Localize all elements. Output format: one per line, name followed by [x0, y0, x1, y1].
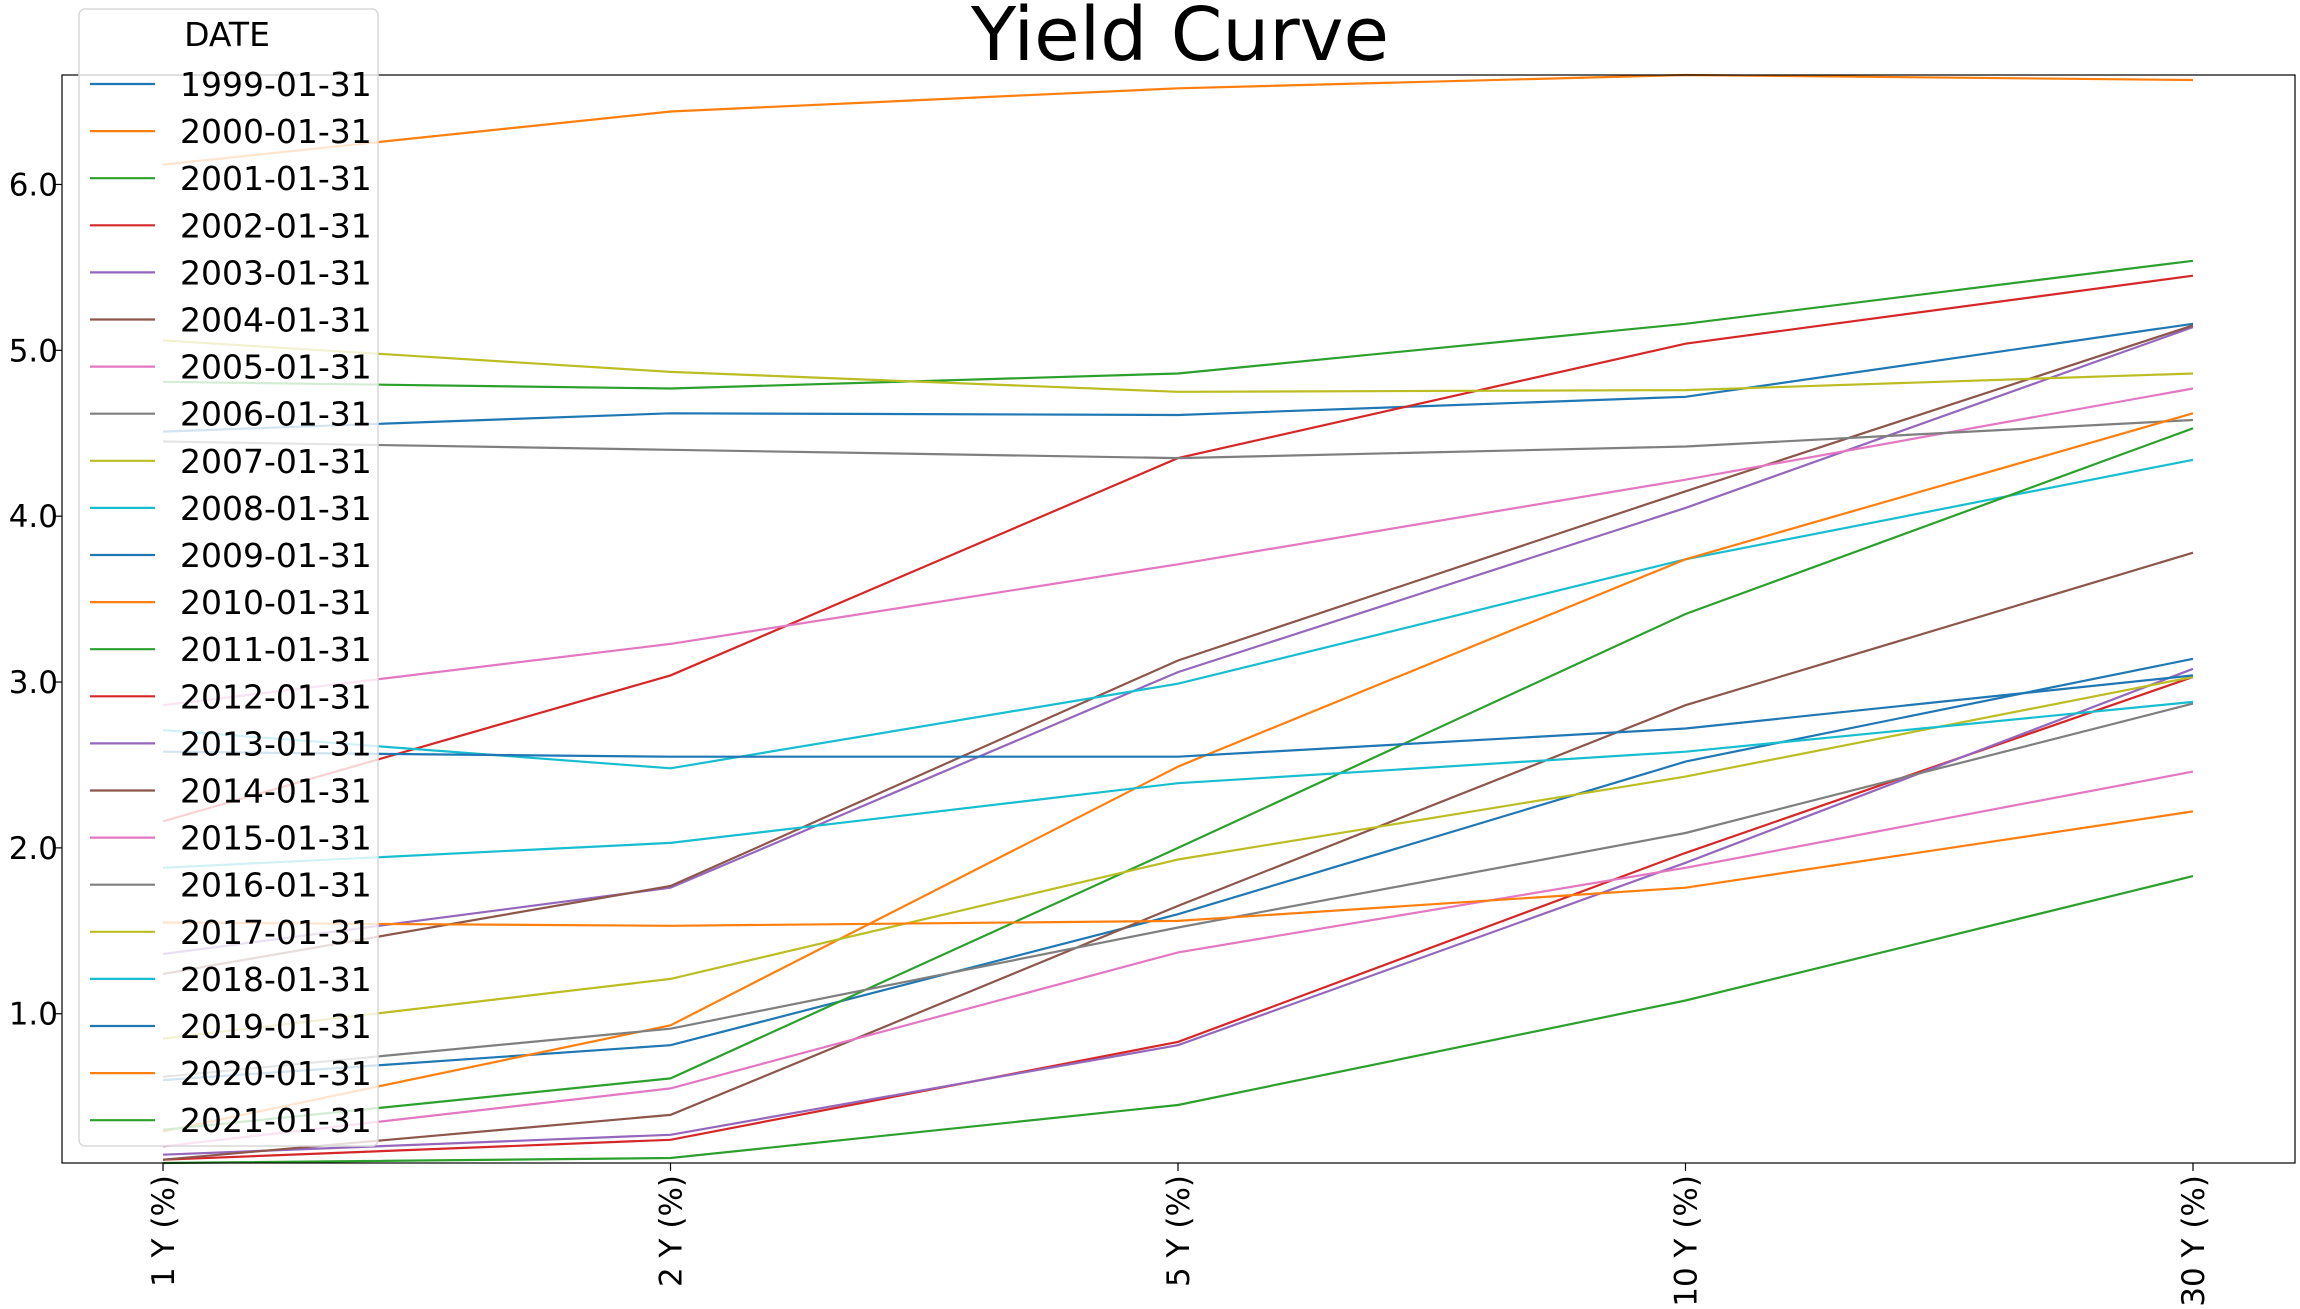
series-line-2021-01-31	[162, 875, 2194, 1165]
chart-title: Yield Curve	[970, 0, 1389, 78]
y-tick-label: 5.0	[9, 333, 58, 369]
legend-entry-2003-01-31: 2003-01-31	[180, 253, 372, 292]
legend-entry-2011-01-31: 2011-01-31	[180, 630, 372, 669]
series-line-2013-01-31	[162, 667, 2194, 1156]
series-line-2008-01-31	[162, 458, 2194, 770]
legend-entry-2019-01-31: 2019-01-31	[180, 1007, 372, 1046]
legend-entry-2005-01-31: 2005-01-31	[180, 348, 372, 387]
legend-entry-2014-01-31: 2014-01-31	[180, 772, 372, 811]
legend-entry-2016-01-31: 2016-01-31	[180, 866, 372, 905]
series-lines	[162, 73, 2194, 1165]
y-tick-label: 2.0	[9, 831, 58, 867]
series-line-2011-01-31	[162, 427, 2194, 1131]
series-line-2006-01-31	[162, 418, 2194, 460]
series-line-2001-01-31	[162, 259, 2194, 390]
x-axis-ticks: 1 Y (%) 2 Y (%) 5 Y (%) 10 Y (%) 30 Y (%)	[146, 1163, 2212, 1307]
legend-entry-2010-01-31: 2010-01-31	[180, 583, 372, 622]
legend-entry-2001-01-31: 2001-01-31	[180, 159, 372, 198]
series-line-2019-01-31	[162, 674, 2194, 758]
series-line-2007-01-31	[162, 339, 2194, 393]
series-line-1999-01-31	[162, 322, 2194, 433]
y-tick-label: 6.0	[9, 167, 58, 203]
x-tick-label: 2 Y (%)	[654, 1175, 690, 1287]
series-line-2002-01-31	[162, 274, 2194, 823]
x-tick-label: 5 Y (%)	[1161, 1175, 1197, 1287]
series-line-2018-01-31	[162, 700, 2194, 869]
legend-entry-2007-01-31: 2007-01-31	[180, 442, 372, 481]
y-tick-label: 1.0	[9, 997, 58, 1033]
legend-title: DATE	[184, 15, 270, 54]
y-tick-label: 3.0	[9, 665, 58, 701]
legend-entry-2015-01-31: 2015-01-31	[180, 819, 372, 858]
series-line-2003-01-31	[162, 326, 2194, 956]
legend-entry-2013-01-31: 2013-01-31	[180, 724, 372, 763]
legend-entry-2018-01-31: 2018-01-31	[180, 960, 372, 999]
series-line-2017-01-31	[162, 675, 2194, 1040]
legend-entry-2008-01-31: 2008-01-31	[180, 489, 372, 528]
series-line-2005-01-31	[162, 387, 2194, 707]
legend-entry-2009-01-31: 2009-01-31	[180, 536, 372, 575]
y-axis-ticks: 1.0 2.0 3.0 4.0 5.0 6.0	[9, 167, 62, 1033]
plot-area-frame	[61, 74, 2296, 1164]
legend-entry-2020-01-31: 2020-01-31	[180, 1054, 372, 1093]
legend-entry-2006-01-31: 2006-01-31	[180, 395, 372, 434]
x-tick-label: 10 Y (%)	[1669, 1175, 1705, 1307]
x-tick-label: 1 Y (%)	[146, 1175, 182, 1287]
legend-entry-2017-01-31: 2017-01-31	[180, 913, 372, 952]
y-tick-label: 4.0	[9, 499, 58, 535]
legend-entry-1999-01-31: 1999-01-31	[180, 65, 372, 104]
legend-entry-2000-01-31: 2000-01-31	[180, 112, 372, 151]
legend-entry-2002-01-31: 2002-01-31	[180, 206, 372, 245]
series-line-2010-01-31	[162, 412, 2194, 1133]
series-line-2015-01-31	[162, 770, 2194, 1148]
series-line-2020-01-31	[162, 810, 2194, 927]
legend-entry-2012-01-31: 2012-01-31	[180, 677, 372, 716]
legend-box	[78, 8, 379, 1147]
legend-entry-2021-01-31: 2021-01-31	[180, 1101, 372, 1140]
series-line-2016-01-31	[162, 702, 2194, 1078]
series-line-2000-01-31	[162, 73, 2194, 166]
legend-entry-2004-01-31: 2004-01-31	[180, 301, 372, 340]
legend: DATE 1999-01-31 2000-01-31 2001-01-31 2002-0…	[78, 8, 379, 1147]
series-line-2012-01-31	[162, 675, 2194, 1161]
series-line-2014-01-31	[162, 551, 2194, 1161]
x-tick-label: 30 Y (%)	[2176, 1175, 2212, 1307]
series-line-2004-01-31	[162, 324, 2194, 975]
series-line-2009-01-31	[162, 657, 2194, 1082]
